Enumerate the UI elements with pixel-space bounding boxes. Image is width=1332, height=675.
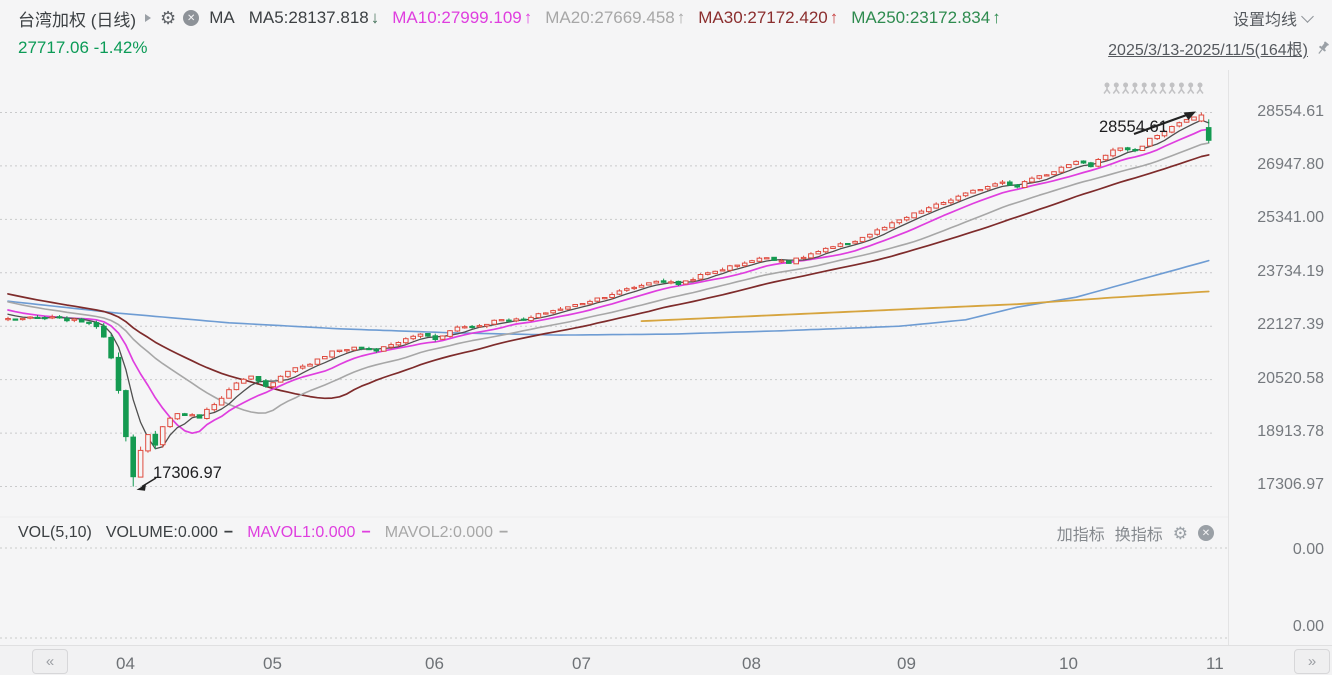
time-axis-label-11: 11 (1206, 654, 1224, 673)
ma-settings-gear-icon[interactable]: ⚙ (160, 8, 177, 28)
switch-indicator-button[interactable]: 换指标 (1114, 527, 1163, 544)
ma-legend-ma20: MA20:27669.458 ↑ (545, 8, 686, 27)
low-price-annotation: 17306.97 (153, 464, 222, 482)
collapse-caret-icon[interactable] (145, 14, 152, 22)
volume-axis-label: 0.00 (1292, 618, 1324, 635)
scroll-right-button[interactable]: » (1294, 649, 1330, 674)
add-indicator-button[interactable]: 加指标 (1056, 527, 1105, 544)
time-axis-label-08: 08 (742, 654, 761, 673)
last-price: 27717.06 -1.42% (18, 38, 148, 58)
last-price-change: -1.42% (93, 38, 148, 57)
price-axis-label: 25341.00 (1257, 209, 1324, 226)
volume-settings-gear-icon[interactable]: ⚙ (1172, 523, 1188, 543)
vol-indicator-label[interactable]: VOL(5,10) (18, 524, 92, 541)
price-axis-label: 26947.80 (1257, 156, 1324, 173)
event-marker-icon[interactable] (1131, 82, 1139, 94)
price-axis-label: 23734.19 (1257, 263, 1324, 280)
mavol1-value: MAVOL1:0.000− (247, 524, 371, 541)
symbol-title[interactable]: 台湾加权 (日线) (18, 10, 137, 30)
close-x-glyph: ✕ (186, 12, 196, 24)
high-price-annotation: 28554.61 (1099, 118, 1168, 136)
ma-legend-ma5: MA5:28137.818 ↓ (248, 8, 380, 27)
time-axis-label-10: 10 (1059, 654, 1078, 673)
event-marker-icon[interactable] (1177, 82, 1186, 94)
event-marker-icon[interactable] (1168, 82, 1176, 94)
remove-overlay-icon[interactable]: ✕ (183, 10, 200, 26)
volume-value: VOLUME:0.000− (105, 524, 234, 541)
price-axis-label: 22127.39 (1257, 316, 1324, 333)
chevron-down-icon[interactable] (1301, 9, 1314, 23)
price-axis-label: 18913.78 (1257, 423, 1324, 440)
time-axis-label-06: 06 (425, 654, 444, 673)
volume-pane-header: VOL(5,10) VOLUME:0.000− MAVOL1:0.000− MA… (0, 521, 1228, 545)
chart-subheader: 27717.06 -1.42% 2025/3/13-2025/11/5(164根… (0, 36, 1332, 60)
pin-icon[interactable] (1315, 40, 1332, 57)
ma-legend-ma10: MA10:27999.109 ↑ (392, 8, 533, 27)
price-axis-label: 17306.97 (1257, 476, 1324, 493)
ma-group-label: MA (209, 8, 235, 27)
event-marker-icon[interactable] (1112, 82, 1120, 94)
scroll-left-button[interactable]: « (32, 649, 68, 674)
ma-legend: MA5:28137.818 ↓ MA10:27999.109 ↑ MA20:27669.… (249, 8, 1001, 28)
ma-settings-button[interactable]: 设置均线 (1232, 12, 1297, 29)
event-marker-icon[interactable] (1196, 82, 1204, 94)
ma-legend-ma250: MA250:23172.834 ↑ (851, 8, 1001, 27)
time-axis-strip: « 04 05 06 07 08 09 10 11 » (0, 646, 1332, 675)
event-marker-icon[interactable] (1159, 82, 1167, 94)
event-marker-icon[interactable] (1103, 82, 1111, 94)
event-marker-icon[interactable] (1187, 82, 1195, 94)
time-axis-label-09: 09 (897, 654, 916, 673)
chart-header: 台湾加权 (日线) ⚙ ✕ MA MA5:28137.818 ↓ MA10:2799… (0, 6, 1332, 30)
time-axis-label-07: 07 (572, 654, 591, 673)
remove-volume-icon[interactable]: ✕ (1198, 525, 1214, 541)
event-marker-icon[interactable] (1121, 82, 1130, 94)
volume-axis-label: 0.00 (1292, 541, 1324, 558)
last-price-value: 27717.06 (18, 38, 89, 57)
date-range-link[interactable]: 2025/3/13-2025/11/5(164根) (1108, 42, 1308, 59)
price-axis-label: 20520.58 (1257, 370, 1324, 387)
mavol2-value: MAVOL2:0.000− (384, 524, 509, 541)
time-axis-label-04: 04 (116, 654, 135, 673)
price-axis-label: 28554.61 (1257, 103, 1324, 120)
ma-legend-ma30: MA30:27172.420 ↑ (698, 8, 839, 27)
event-marker-icon[interactable] (1140, 82, 1148, 94)
time-axis-label-05: 05 (263, 654, 282, 673)
event-marker-icon[interactable] (1149, 82, 1158, 94)
